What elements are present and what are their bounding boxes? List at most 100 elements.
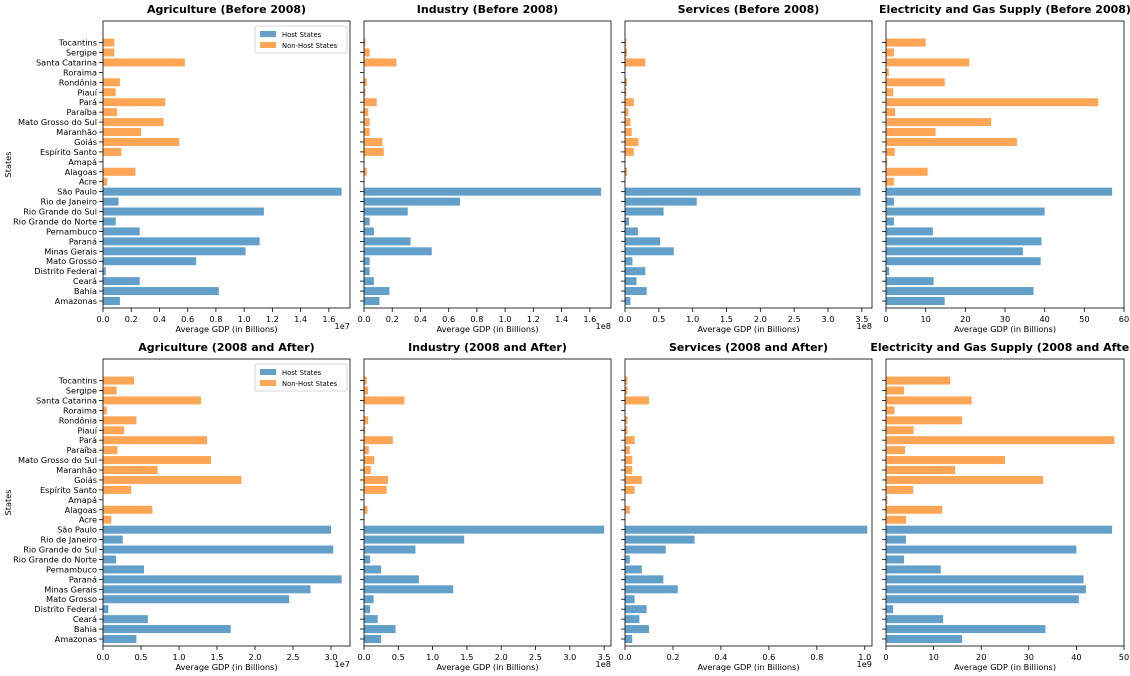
bar — [886, 68, 889, 77]
bar — [364, 635, 382, 643]
x-tick-label: 1.4 — [294, 314, 307, 324]
bar — [103, 505, 153, 514]
bar — [886, 187, 1113, 196]
bar — [364, 466, 371, 475]
bar — [364, 88, 366, 97]
bar — [625, 237, 661, 246]
x-tick-label: 3.5 — [598, 652, 611, 662]
y-tick-label: São Paulo — [57, 525, 97, 535]
bar — [103, 615, 148, 624]
bar — [625, 88, 627, 97]
bar — [103, 595, 290, 604]
plot-frame — [363, 358, 612, 647]
bar — [364, 555, 371, 564]
x-tick-label: 2.5 — [788, 314, 801, 324]
bar — [886, 157, 888, 166]
bar — [625, 485, 635, 494]
x-tick-label: 0.2 — [666, 652, 679, 662]
bar — [103, 416, 137, 425]
bar — [364, 396, 405, 405]
bar — [886, 297, 945, 305]
x-tick-label: 50 — [1119, 652, 1129, 662]
bar — [625, 297, 631, 305]
bar — [364, 625, 396, 634]
x-tick-label: 0.0 — [618, 314, 631, 324]
bar — [886, 625, 1046, 634]
y-tick-label: Bahia — [74, 286, 97, 296]
y-tick-label: Tocantins — [58, 376, 97, 386]
bar — [886, 257, 1041, 266]
x-tick-label: 0.0 — [96, 314, 109, 324]
bar — [886, 386, 905, 395]
bar — [625, 555, 630, 564]
plot-frame — [885, 358, 1125, 647]
bar — [886, 475, 1044, 484]
bar — [103, 565, 145, 574]
bar — [364, 118, 370, 127]
bar — [886, 525, 1113, 534]
bar — [364, 297, 380, 305]
bar — [103, 147, 122, 156]
bar — [364, 475, 389, 484]
bar — [364, 525, 605, 534]
bar — [364, 137, 383, 146]
y-tick-label: Piauí — [77, 425, 97, 435]
y-tick-label: São Paulo — [57, 187, 97, 197]
x-tick-label: 3.5 — [855, 314, 868, 324]
x-tick-label: 2.0 — [754, 314, 767, 324]
bar — [364, 287, 390, 296]
legend-label: Host States — [282, 31, 322, 39]
bar — [364, 247, 432, 256]
y-tick-label: Goiás — [74, 137, 97, 147]
bar — [625, 466, 633, 475]
bar — [103, 585, 311, 594]
x-axis-multiplier: 1e7 — [335, 321, 350, 331]
x-tick-label: 1.4 — [555, 314, 568, 324]
bar — [364, 535, 465, 544]
bar — [886, 456, 1005, 465]
bar — [625, 625, 649, 634]
x-tick-label: 2.0 — [248, 652, 261, 662]
y-tick-label: Mato Grosso — [46, 256, 97, 266]
bar — [103, 48, 115, 57]
bar — [364, 485, 387, 494]
bar — [364, 128, 370, 137]
bar — [364, 48, 370, 57]
y-tick-label: Rio Grande do Norte — [13, 216, 97, 226]
bar — [625, 38, 627, 47]
bar — [364, 585, 454, 594]
bar — [886, 38, 926, 47]
bar — [103, 605, 109, 614]
bar — [625, 98, 634, 107]
bar — [364, 38, 366, 47]
bar — [364, 147, 384, 156]
bar — [364, 227, 374, 236]
y-tick-label: Amazonas — [55, 296, 97, 306]
bar — [103, 137, 180, 146]
x-tick-label: 0.0 — [357, 652, 370, 662]
panel-title: Electricity and Gas Supply (2008 and Aft… — [870, 341, 1130, 354]
panel-title: Services (Before 2008) — [678, 3, 820, 16]
x-tick-label: 0.4 — [414, 314, 427, 324]
x-tick-label: 0.2 — [125, 314, 138, 324]
bar — [103, 555, 116, 564]
y-tick-label: Pará — [79, 435, 97, 445]
bar — [103, 575, 342, 584]
bar — [886, 177, 894, 186]
x-tick-label: 2.5 — [286, 652, 299, 662]
y-tick-label: Ceará — [73, 614, 97, 624]
plot-frame — [624, 358, 873, 647]
bar — [886, 635, 963, 643]
x-tick-label: 1.0 — [238, 314, 251, 324]
bar — [886, 565, 941, 574]
bar — [103, 257, 197, 266]
y-tick-label: Distrito Federal — [34, 604, 97, 614]
bar — [625, 58, 646, 67]
panel-title: Industry (Before 2008) — [417, 3, 558, 16]
bar — [625, 227, 638, 236]
bar — [103, 207, 264, 216]
bar — [625, 128, 632, 137]
bar — [625, 287, 647, 296]
y-tick-label: Amapá — [68, 157, 97, 167]
